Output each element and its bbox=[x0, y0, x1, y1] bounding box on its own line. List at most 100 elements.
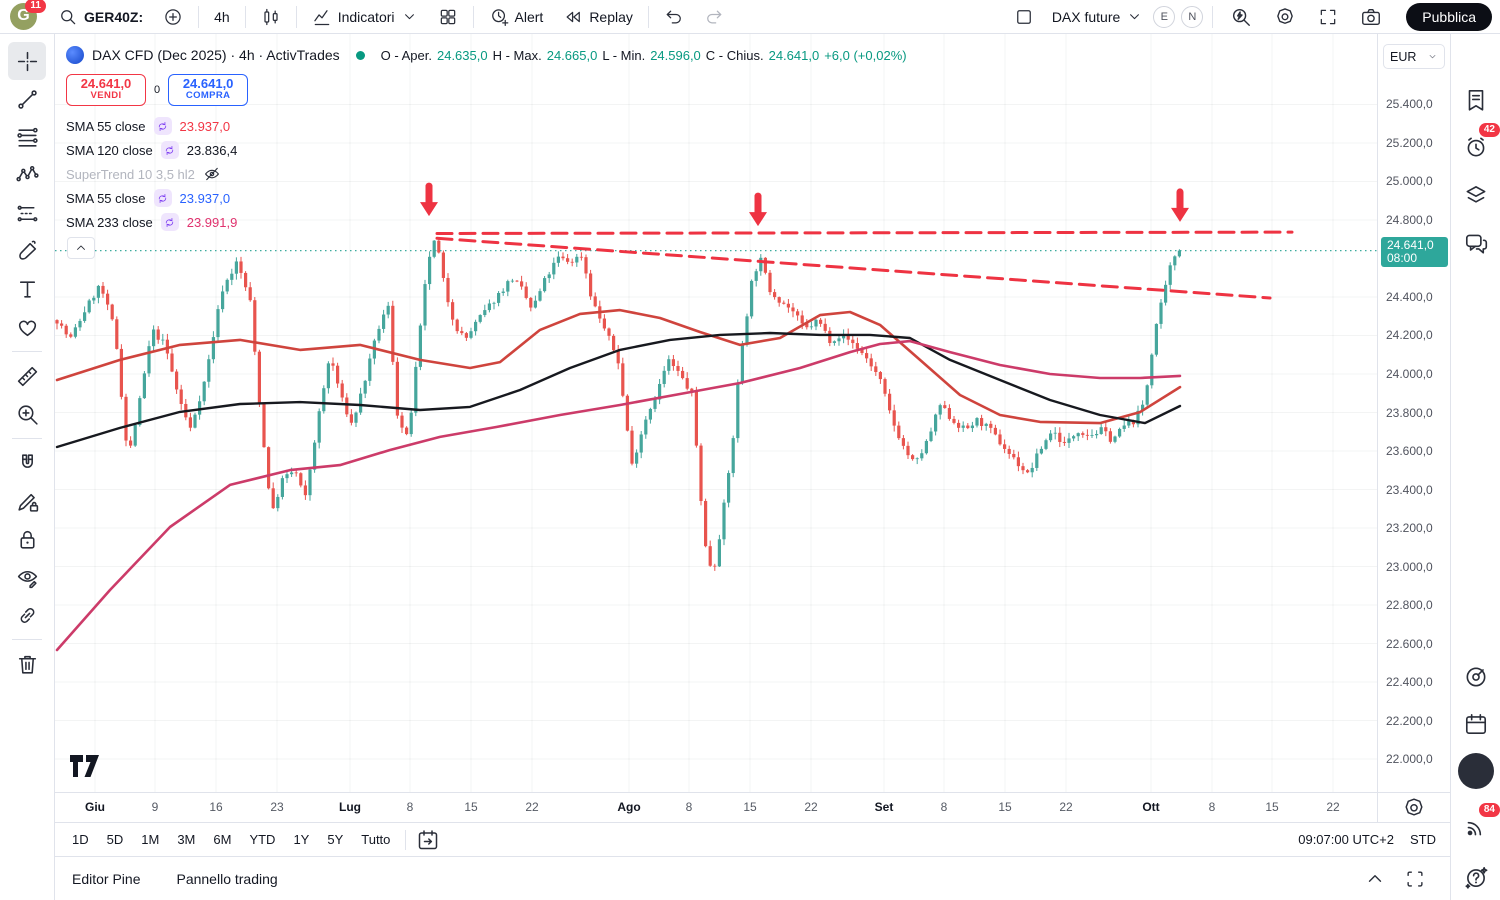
buy-button[interactable]: 24.641,0 COMPRA bbox=[168, 74, 249, 106]
interval-button[interactable]: 4h bbox=[206, 3, 238, 31]
projection-tool[interactable] bbox=[8, 194, 46, 232]
range-button-6m[interactable]: 6M bbox=[213, 832, 232, 847]
time-tick: 8 bbox=[940, 800, 948, 814]
currency-selector[interactable]: EUR bbox=[1383, 44, 1445, 69]
indicator-row[interactable]: SMA 55 close 23.937,0 bbox=[66, 114, 237, 138]
candlestick-chart[interactable] bbox=[55, 34, 1377, 792]
brush-tool[interactable] bbox=[8, 232, 46, 270]
time-axis[interactable]: Giu 9 16 23 Lug 8 15 22 Ago 8 15 22 Set 8 15 22 Ott 8 15 22 bbox=[55, 792, 1450, 823]
ohlc-label: H - Max. bbox=[492, 47, 542, 63]
chevron-down-icon[interactable] bbox=[401, 8, 418, 25]
chart-style-button[interactable] bbox=[253, 3, 289, 31]
panel-expand-chevron-icon[interactable] bbox=[1364, 868, 1386, 890]
range-button-1d[interactable]: 1D bbox=[72, 832, 89, 847]
replay-button[interactable]: Replay bbox=[555, 3, 641, 31]
trading-panel-button[interactable]: Pannello trading bbox=[176, 870, 278, 887]
emoji-tool[interactable] bbox=[8, 308, 46, 346]
drawing-lock-tool[interactable] bbox=[8, 482, 46, 520]
calendar-button[interactable] bbox=[1458, 706, 1494, 742]
fullscreen-button[interactable] bbox=[1310, 3, 1346, 31]
clock[interactable]: 09:07:00 UTC+2 bbox=[1298, 832, 1394, 847]
trade-buttons: 24.641,0 VENDI 0 24.641,0 COMPRA bbox=[66, 74, 249, 106]
price-tick: 24.000,0 bbox=[1386, 367, 1433, 381]
indicator-row[interactable]: SMA 120 close 23.836,4 bbox=[66, 138, 237, 162]
main-menu-button[interactable]: G 11 bbox=[8, 0, 46, 31]
time-tick: 9 bbox=[151, 800, 159, 814]
maximize-icon[interactable] bbox=[1404, 868, 1426, 890]
range-button-5y[interactable]: 5Y bbox=[327, 832, 344, 847]
sync-drawings-tool[interactable] bbox=[8, 596, 46, 634]
range-button-ytd[interactable]: YTD bbox=[249, 832, 276, 847]
market-status-dot[interactable] bbox=[355, 50, 365, 60]
range-button-tutto[interactable]: Tutto bbox=[361, 832, 391, 847]
sync-loop-icon[interactable] bbox=[153, 117, 172, 135]
target-icon bbox=[1463, 664, 1489, 690]
quick-search-button[interactable] bbox=[1222, 3, 1260, 31]
crosshair-tool[interactable] bbox=[8, 42, 46, 80]
range-button-1m[interactable]: 1M bbox=[141, 832, 160, 847]
snapshot-button[interactable] bbox=[1352, 3, 1390, 31]
help-button[interactable] bbox=[1458, 859, 1494, 895]
axis-settings-icon[interactable] bbox=[1402, 796, 1426, 820]
redo-button[interactable] bbox=[696, 3, 732, 31]
indicator-row[interactable]: SuperTrend 10 3,5 hl2 bbox=[66, 162, 237, 186]
symbol-search-button[interactable]: GER40Z: bbox=[50, 3, 151, 31]
pattern-tool[interactable] bbox=[8, 156, 46, 194]
badge-e[interactable]: E bbox=[1153, 5, 1176, 28]
checkbox-icon bbox=[1014, 7, 1034, 27]
tradingview-logo[interactable] bbox=[69, 752, 105, 780]
go-to-date-icon[interactable] bbox=[416, 828, 440, 852]
range-button-5d[interactable]: 5D bbox=[106, 832, 124, 847]
watchlist-checkbox[interactable] bbox=[1006, 3, 1042, 31]
sync-loop-icon[interactable] bbox=[160, 213, 179, 231]
indicators-button[interactable]: Indicatori bbox=[304, 3, 426, 31]
watchlist-symbol-button[interactable]: DAX future bbox=[1048, 3, 1147, 31]
sync-loop-icon[interactable] bbox=[160, 141, 179, 159]
measure-tool[interactable] bbox=[8, 357, 46, 395]
range-button-3m[interactable]: 3M bbox=[177, 832, 196, 847]
price-axis[interactable]: EUR 24.641,0 08:00 25.400,0 25.200,0 25.00… bbox=[1377, 34, 1450, 792]
undo-button[interactable] bbox=[656, 3, 692, 31]
eye-slash-icon[interactable] bbox=[203, 165, 221, 183]
magnet-tool[interactable] bbox=[8, 444, 46, 482]
separator bbox=[12, 438, 42, 439]
separator bbox=[295, 5, 297, 28]
remove-drawings-tool[interactable] bbox=[8, 645, 46, 683]
fib-retracement-tool[interactable] bbox=[8, 118, 46, 156]
undo-icon bbox=[664, 7, 684, 27]
publish-button[interactable]: Pubblica bbox=[1406, 2, 1492, 31]
chart-title[interactable]: DAX CFD (Dec 2025) · 4h · ActivTrades bbox=[92, 47, 340, 63]
indicator-row[interactable]: SMA 55 close 23.937,0 bbox=[66, 186, 237, 210]
pine-editor-button[interactable]: Editor Pine bbox=[72, 870, 141, 887]
text-tool[interactable] bbox=[8, 270, 46, 308]
chat-panel-button[interactable] bbox=[1458, 225, 1494, 261]
watchlist-panel-button[interactable] bbox=[1458, 82, 1494, 118]
separator bbox=[405, 829, 407, 850]
timezone-mode[interactable]: STD bbox=[1410, 832, 1436, 847]
trend-line-tool[interactable] bbox=[8, 80, 46, 118]
separator bbox=[244, 5, 246, 28]
sync-loop-icon[interactable] bbox=[153, 189, 172, 207]
lock-all-tool[interactable] bbox=[8, 520, 46, 558]
apps-button[interactable] bbox=[1458, 753, 1494, 789]
indicator-row[interactable]: SMA 233 close 23.991,9 bbox=[66, 210, 237, 234]
indicator-label: SMA 55 close bbox=[66, 118, 146, 134]
object-tree-button[interactable] bbox=[1458, 177, 1494, 213]
drawing-toolbar bbox=[0, 34, 55, 900]
alerts-panel-button[interactable]: 42 bbox=[1458, 123, 1500, 165]
badge-n[interactable]: N bbox=[1181, 5, 1204, 28]
collapse-legend-button[interactable] bbox=[67, 237, 95, 259]
layout-grid-button[interactable] bbox=[430, 3, 466, 31]
sell-button[interactable]: 24.641,0 VENDI bbox=[66, 74, 146, 106]
settings-button[interactable] bbox=[1266, 3, 1304, 31]
down-arrow bbox=[420, 202, 438, 217]
range-button-1y[interactable]: 1Y bbox=[293, 832, 310, 847]
price-tick: 22.000,0 bbox=[1386, 752, 1433, 766]
ideas-button[interactable] bbox=[1458, 659, 1494, 695]
hide-drawings-tool[interactable] bbox=[8, 558, 46, 596]
streams-button[interactable]: 84 bbox=[1458, 803, 1500, 845]
alert-button[interactable]: Alert bbox=[481, 3, 552, 31]
chart-pane[interactable]: DAX CFD (Dec 2025) · 4h · ActivTrades O … bbox=[55, 34, 1377, 792]
zoom-in-tool[interactable] bbox=[8, 395, 46, 433]
compare-add-button[interactable] bbox=[155, 3, 191, 31]
